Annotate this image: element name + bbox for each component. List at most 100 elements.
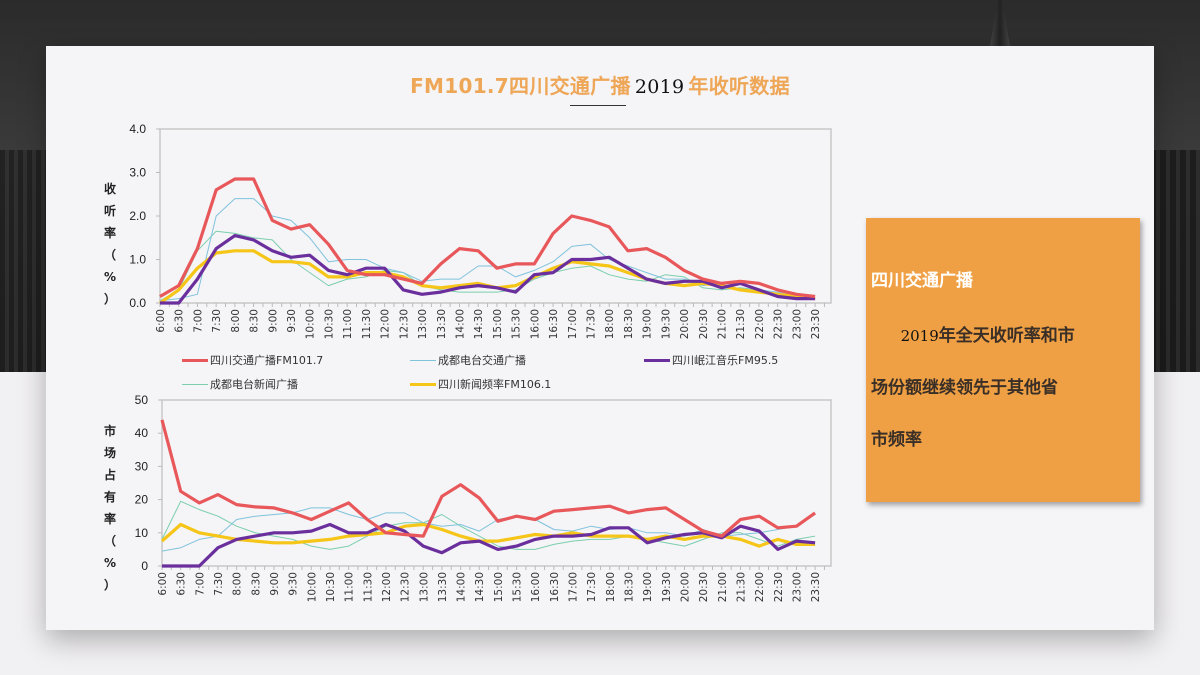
background-buildings-left — [0, 150, 46, 372]
svg-text:23:30: 23:30 — [810, 309, 822, 339]
svg-text:17:30: 17:30 — [585, 309, 597, 339]
callout-body: 2019年全天收听率和市 场份额继续领先于其他省 市频率 — [871, 310, 1133, 466]
svg-text:18:30: 18:30 — [623, 309, 635, 339]
svg-text:16:00: 16:00 — [530, 572, 542, 602]
svg-text:9:00: 9:00 — [269, 572, 281, 596]
svg-text:10:00: 10:00 — [305, 309, 317, 339]
legend-swatch-icon — [410, 359, 436, 361]
legend-item: 四川岷江音乐FM95.5 — [644, 352, 778, 368]
svg-text:7:30: 7:30 — [211, 309, 223, 333]
svg-text:16:30: 16:30 — [548, 309, 560, 339]
svg-text:14:30: 14:30 — [474, 572, 486, 602]
title-prefix: FM101.7四川交通广播 — [410, 74, 631, 98]
legend-item: 四川新闻频率FM106.1 — [410, 376, 551, 392]
svg-text:8:30: 8:30 — [250, 572, 262, 596]
svg-text:2.0: 2.0 — [129, 209, 146, 223]
svg-text:11:00: 11:00 — [342, 309, 354, 339]
market-share-chart: 0 10 20 30 40 50 6:00 6:30 7:00 7:30 8:00 8:30 9:00 9… — [135, 393, 832, 602]
svg-text:14:30: 14:30 — [473, 309, 485, 339]
svg-text:7:00: 7:00 — [192, 309, 204, 333]
svg-text:20:00: 20:00 — [680, 572, 692, 602]
legend-item: 四川交通广播FM101.7 — [182, 352, 323, 368]
svg-text:7:30: 7:30 — [213, 572, 225, 596]
legend-swatch-icon — [644, 358, 670, 362]
series-line — [162, 522, 816, 568]
series-line — [160, 419, 817, 538]
legend-swatch-icon — [410, 382, 436, 386]
legend-item: 成都电台新闻广播 — [182, 376, 298, 392]
title-suffix: 年收听数据 — [688, 74, 790, 98]
svg-text:17:00: 17:00 — [567, 309, 579, 339]
svg-text:18:30: 18:30 — [624, 572, 636, 602]
svg-text:23:00: 23:00 — [791, 572, 803, 602]
title-underline — [570, 105, 626, 106]
svg-text:20: 20 — [135, 493, 149, 507]
svg-text:21:00: 21:00 — [717, 309, 729, 339]
svg-text:15:30: 15:30 — [512, 572, 524, 602]
svg-text:23:00: 23:00 — [791, 309, 803, 339]
svg-text:20:30: 20:30 — [698, 572, 710, 602]
svg-text:14:00: 14:00 — [454, 309, 466, 339]
svg-text:1.0: 1.0 — [129, 253, 146, 267]
svg-text:19:30: 19:30 — [660, 309, 672, 339]
svg-text:6:00: 6:00 — [155, 309, 167, 333]
series-line — [159, 230, 816, 302]
svg-text:0: 0 — [141, 559, 148, 573]
svg-text:14:00: 14:00 — [456, 572, 468, 602]
series-line — [159, 177, 816, 299]
svg-text:8:00: 8:00 — [230, 309, 242, 333]
title-year: 2019 — [634, 76, 685, 98]
svg-text:16:00: 16:00 — [529, 309, 541, 339]
svg-text:10:30: 10:30 — [325, 572, 337, 602]
series-line — [160, 234, 816, 305]
callout-line2: 场份额继续领先于其他省 — [871, 378, 1058, 398]
svg-text:15:00: 15:00 — [492, 309, 504, 339]
svg-text:22:30: 22:30 — [773, 572, 785, 602]
svg-text:12:00: 12:00 — [380, 309, 392, 339]
svg-text:17:00: 17:00 — [568, 572, 580, 602]
legend-item: 成都电台交通广播 — [410, 352, 526, 368]
svg-text:3.0: 3.0 — [129, 166, 146, 180]
svg-text:20:00: 20:00 — [679, 309, 691, 339]
svg-text:9:30: 9:30 — [288, 572, 300, 596]
callout-year: 2019 — [900, 327, 939, 345]
svg-text:21:00: 21:00 — [717, 572, 729, 602]
slide-title: FM101.7四川交通广播 2019 年收听数据 — [0, 70, 1200, 99]
svg-text:12:30: 12:30 — [398, 309, 410, 339]
svg-text:9:00: 9:00 — [267, 309, 279, 333]
callout-line1: 年全天收听率和市 — [938, 326, 1075, 346]
callout-line3: 市频率 — [871, 430, 922, 450]
svg-text:30: 30 — [135, 459, 149, 473]
svg-text:21:30: 21:30 — [735, 309, 747, 339]
svg-text:22:30: 22:30 — [773, 309, 785, 339]
svg-text:13:00: 13:00 — [417, 309, 429, 339]
svg-text:19:00: 19:00 — [642, 309, 654, 339]
svg-text:7:00: 7:00 — [194, 572, 206, 596]
legend-swatch-icon — [182, 358, 208, 362]
svg-text:15:30: 15:30 — [511, 309, 523, 339]
top-chart-y-axis-label: 收听率（%） — [103, 182, 117, 306]
callout-heading: 四川交通广播 — [871, 271, 973, 291]
svg-text:50: 50 — [135, 393, 149, 407]
svg-text:16:30: 16:30 — [549, 572, 561, 602]
svg-text:13:30: 13:30 — [436, 309, 448, 339]
svg-text:6:30: 6:30 — [176, 572, 188, 596]
svg-text:10:30: 10:30 — [323, 309, 335, 339]
svg-text:17:30: 17:30 — [586, 572, 598, 602]
svg-text:18:00: 18:00 — [605, 572, 617, 602]
svg-text:13:00: 13:00 — [418, 572, 430, 602]
svg-text:18:00: 18:00 — [604, 309, 616, 339]
svg-text:6:30: 6:30 — [174, 309, 186, 333]
bottom-chart-y-axis-label: 市场占有率（%） — [103, 424, 117, 592]
svg-text:21:30: 21:30 — [735, 572, 747, 602]
svg-text:15:00: 15:00 — [493, 572, 505, 602]
svg-text:19:30: 19:30 — [661, 572, 673, 602]
svg-text:10:00: 10:00 — [306, 572, 318, 602]
svg-text:40: 40 — [135, 426, 149, 440]
listening-rate-chart: 0.0 1.0 2.0 3.0 4.0 6:00 6:30 7:00 7:30 8:00 8:30 9… — [129, 122, 832, 339]
svg-text:13:30: 13:30 — [437, 572, 449, 602]
series-line — [160, 522, 816, 548]
svg-text:10: 10 — [135, 526, 149, 540]
svg-text:8:30: 8:30 — [249, 309, 261, 333]
